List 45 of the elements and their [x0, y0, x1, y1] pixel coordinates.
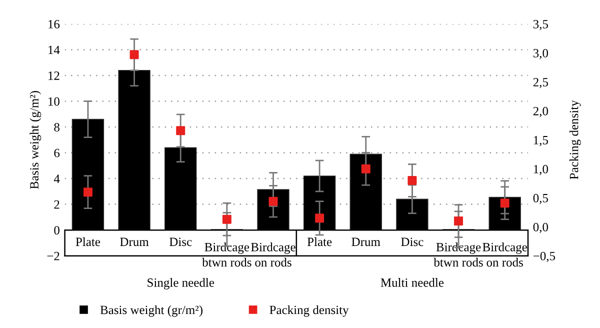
- x-tick-label: Birdcage on rods: [482, 242, 527, 267]
- y2-tick-label: 0,0: [533, 222, 548, 234]
- text: Single needle: [148, 278, 214, 290]
- y-tick-label: −2: [47, 252, 60, 260]
- point: [176, 126, 186, 136]
- y-tick-label: 4: [54, 174, 60, 183]
- point: [268, 196, 278, 206]
- text: Multi needle: [380, 278, 444, 287]
- y-tick-label: 6: [54, 148, 60, 158]
- y2-tick-label: 3,5: [533, 20, 548, 30]
- x-tick-label: Birdcage btwn rods: [434, 242, 483, 267]
- x-tick-label: Plate: [76, 237, 100, 246]
- y2-tick-label: 1,0: [534, 164, 548, 176]
- x-tick-label: Birdcage btwn rods: [202, 242, 252, 267]
- y-tick-label: 12: [48, 72, 60, 80]
- y-tick-label: 0: [54, 226, 60, 235]
- y-tick-label: 14: [48, 46, 60, 54]
- point: [315, 214, 324, 223]
- point: [454, 216, 464, 226]
- y2-tick-label: 3,0: [533, 48, 548, 60]
- y2-tick-label: 2,0: [533, 106, 548, 118]
- point: [222, 214, 232, 224]
- x-tick-label: Drum: [352, 238, 380, 246]
- y-axis-title: Basis weight (g/m²): [30, 91, 42, 189]
- y2-tick-label: 2,5: [533, 78, 548, 88]
- x-tick-label: Plate: [307, 237, 332, 246]
- point: [408, 176, 417, 185]
- y-tick-label: 8: [54, 123, 60, 132]
- y2-tick-label: 0,5: [533, 194, 548, 204]
- x-tick-label: Drum: [120, 238, 149, 246]
- x-tick-label: Disc: [170, 238, 192, 246]
- y2-tick-label: −0,5: [533, 252, 556, 262]
- y2-axis-title: Packing density: [569, 100, 581, 180]
- point: [130, 50, 139, 60]
- y-tick-label: 16: [48, 20, 60, 28]
- y-tick-label: 10: [48, 97, 60, 106]
- y-tick-label: 2: [54, 200, 60, 209]
- point: [361, 164, 370, 174]
- y2-tick-label: 1,5: [534, 136, 548, 146]
- legend-label: Packing density: [270, 305, 349, 317]
- legend-label: Basis weight (gr/m²): [100, 305, 202, 317]
- point: [500, 198, 510, 208]
- x-tick-label: Disc: [401, 238, 424, 246]
- point: [83, 188, 92, 197]
- x-tick-label: Birdcage on rods: [251, 242, 296, 267]
